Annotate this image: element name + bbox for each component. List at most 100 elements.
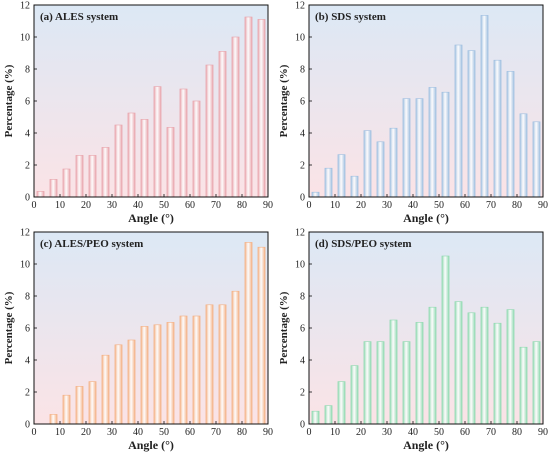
bar-d-14 [493,322,502,425]
bar-d-16 [519,346,528,425]
chart-panel-b: 0 10 20 30 40 50 60 70 80 90 0 2 4 6 8 10 12 (b) SDS syst… [275,0,550,227]
xtick-label-b-6: 60 [460,200,470,211]
bar-d-8 [415,322,424,425]
xtick-label-c-4: 40 [133,427,143,438]
bar-d-3 [350,365,359,425]
xtick-label-b-8: 80 [512,200,522,211]
x-axis-label-c: Angle (°) [128,438,174,452]
bar-b-2 [337,154,346,198]
ytick-label-a-3: 6 [25,97,30,108]
chart-d-svg: 0 10 20 30 40 50 60 70 80 90 0 2 4 6 8 10 12 (d) SDS/PEO … [278,228,548,453]
bar-a-15 [231,36,240,198]
ytick-label-d-1: 2 [300,388,305,399]
bar-c-7 [127,339,136,425]
bar-c-13 [205,304,214,425]
bar-a-13 [205,64,214,198]
bar-d-5 [376,341,385,425]
bar-c-9 [153,324,162,425]
bar-c-11 [179,315,188,425]
bar-a-11 [179,88,188,198]
ytick-label-a-2: 4 [25,129,30,140]
bar-c-2 [62,394,71,425]
xtick-label-a-1: 10 [55,200,65,211]
ytick-label-a-6: 12 [20,1,30,12]
bar-d-7 [402,341,411,425]
ytick-label-c-3: 6 [25,324,30,335]
bar-b-11 [454,44,463,198]
bar-a-2 [62,168,71,198]
bar-d-15 [506,309,515,425]
xtick-label-d-4: 40 [408,427,418,438]
ytick-label-b-6: 12 [295,1,305,12]
ytick-label-b-0: 0 [300,193,305,204]
bar-c-12 [192,315,201,425]
xtick-label-c-2: 20 [81,427,91,438]
x-axis-label-d: Angle (°) [403,438,449,452]
bar-c-6 [114,344,123,425]
bar-a-10 [166,127,175,198]
bar-b-15 [506,71,515,198]
plot-area-a [34,5,268,197]
ytick-label-d-2: 4 [300,356,305,367]
bar-a-12 [192,100,201,198]
xtick-label-a-9: 90 [263,200,273,211]
bar-b-1 [324,167,333,198]
ytick-label-b-2: 4 [300,129,305,140]
plot-area-b [309,5,543,197]
xtick-label-b-0: 0 [307,200,312,211]
chart-panel-a: 0 10 20 30 40 50 60 70 80 90 0 2 4 6 8 10 12 (a) ALES sys… [0,0,275,227]
chart-title-d: (d) SDS/PEO system [315,238,412,250]
ytick-label-c-4: 8 [25,292,30,303]
x-axis-label-b: Angle (°) [403,211,449,225]
chart-b-svg: 0 10 20 30 40 50 60 70 80 90 0 2 4 6 8 10 12 (b) SDS syst… [278,1,548,226]
bar-a-6 [114,124,123,198]
bar-c-8 [140,326,149,425]
xtick-label-b-4: 40 [408,200,418,211]
chart-c-svg: 0 10 20 30 40 50 60 70 80 90 0 2 4 6 8 10 12 (c) ALES/PEO… [3,228,273,453]
xtick-label-a-7: 70 [211,200,221,211]
chart-panel-c: 0 10 20 30 40 50 60 70 80 90 0 2 4 6 8 10 12 (c) ALES/PEO… [0,227,275,454]
bar-a-7 [127,112,136,198]
bar-b-7 [402,98,411,198]
ytick-label-c-0: 0 [25,420,30,431]
bar-a-8 [140,119,149,198]
plot-area-d [309,232,543,424]
ytick-label-c-1: 2 [25,388,30,399]
ytick-label-d-0: 0 [300,420,305,431]
xtick-label-d-8: 80 [512,427,522,438]
xtick-label-d-5: 50 [434,427,444,438]
bar-b-0 [311,191,320,198]
bar-d-9 [428,306,437,425]
bar-a-5 [101,147,110,198]
bar-a-3 [75,155,84,198]
bar-d-2 [337,381,346,425]
bar-b-4 [363,130,372,198]
xtick-label-a-2: 20 [81,200,91,211]
bar-c-14 [218,304,227,425]
bar-d-13 [480,306,489,425]
bar-c-15 [231,290,240,425]
bar-b-14 [493,59,502,198]
xtick-label-a-0: 0 [32,200,37,211]
ytick-label-a-1: 2 [25,161,30,172]
xtick-label-a-8: 80 [237,200,247,211]
xtick-label-b-9: 90 [538,200,548,211]
bar-c-4 [88,381,97,425]
xtick-label-d-1: 10 [330,427,340,438]
chart-panel-d: 0 10 20 30 40 50 60 70 80 90 0 2 4 6 8 10 12 (d) SDS/PEO … [275,227,550,454]
bar-d-10 [441,255,450,425]
ytick-label-b-1: 2 [300,161,305,172]
bar-b-5 [376,141,385,198]
bar-a-0 [36,191,45,198]
ytick-label-c-2: 4 [25,356,30,367]
ytick-label-b-3: 6 [300,97,305,108]
y-axis-label-b: Percentage (%) [278,64,290,137]
xtick-label-d-6: 60 [460,427,470,438]
chart-title-c: (c) ALES/PEO system [40,238,143,250]
ytick-label-d-6: 12 [295,228,305,239]
bar-d-11 [454,301,463,425]
xtick-label-c-6: 60 [185,427,195,438]
y-axis-label-d: Percentage (%) [278,291,290,364]
bar-a-17 [257,19,266,198]
bar-c-16 [244,242,253,425]
